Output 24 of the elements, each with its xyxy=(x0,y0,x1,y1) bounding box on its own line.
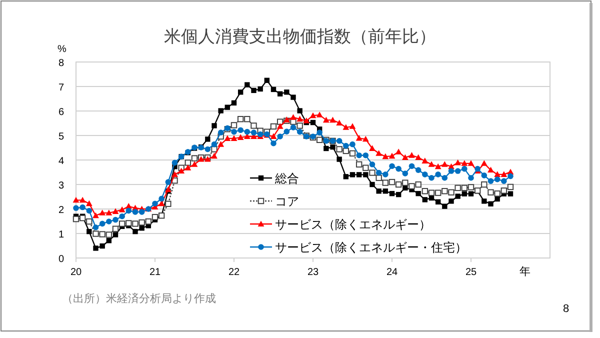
legend-label: 総合 xyxy=(274,172,299,186)
chart-title: 米個人消費支出物価指数（前年比） xyxy=(164,27,436,46)
y-tick-label: 8 xyxy=(58,58,64,69)
text: （出所）米経済分析局より作成 xyxy=(62,292,216,305)
text: 8 xyxy=(562,303,570,315)
x-axis-title: 年 xyxy=(520,266,530,278)
y-tick-label: 2 xyxy=(58,205,64,216)
legend-label: サービス（除くエネルギー） xyxy=(275,218,431,232)
x-tick-label: 22 xyxy=(228,267,240,278)
x-tick-label: 20 xyxy=(70,267,82,278)
y-tick-label: 0 xyxy=(58,254,64,265)
y-tick-label: 6 xyxy=(58,107,64,118)
y-tick-label: 1 xyxy=(58,230,64,240)
x-tick-label: 25 xyxy=(465,267,477,278)
y-tick-label: 3 xyxy=(58,180,64,192)
y-axis-title: % xyxy=(58,44,67,55)
y-tick-label: 7 xyxy=(58,82,64,94)
legend-label: コア xyxy=(275,194,299,208)
y-tick-label: 4 xyxy=(58,156,64,167)
x-tick-label: 23 xyxy=(307,267,319,278)
y-tick-label: 5 xyxy=(58,132,64,142)
x-tick-label: 24 xyxy=(386,267,398,278)
x-tick-label: 21 xyxy=(149,267,161,278)
legend-label: サービス（除くエネルギー・住宅） xyxy=(275,240,467,254)
